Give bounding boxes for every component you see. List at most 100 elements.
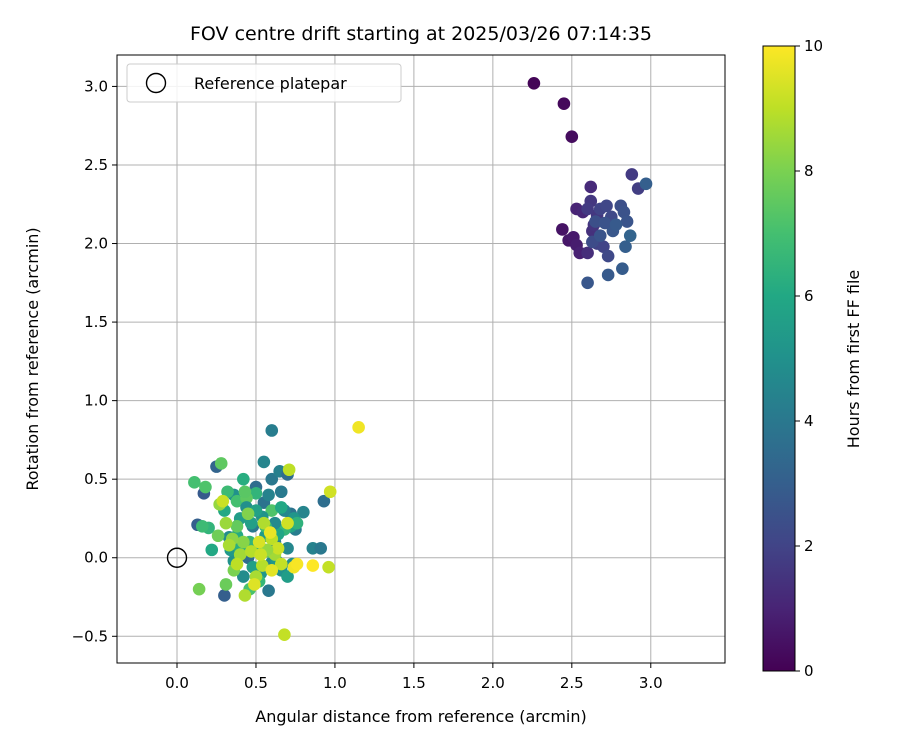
y-tick-label: −0.5 — [72, 627, 108, 645]
scatter-point — [619, 240, 632, 253]
scatter-point — [527, 76, 541, 90]
scatter-point — [581, 276, 594, 290]
scatter-point — [219, 578, 233, 591]
scatter-point — [216, 494, 230, 508]
scatter-point — [322, 560, 335, 574]
scatter-point — [265, 564, 279, 577]
scatter-point — [268, 516, 282, 530]
colorbar: 0 2 4 6 8 10 Hours from first FF file — [762, 37, 863, 680]
reference-layer — [166, 547, 188, 568]
scatter-point — [249, 487, 263, 500]
scatter-point — [290, 516, 304, 530]
colorbar-ticks: 0 2 4 6 8 10 — [795, 37, 823, 680]
scatter-point — [274, 501, 288, 514]
scatter-point — [195, 520, 209, 533]
scatter-point — [600, 199, 613, 213]
scatter-point — [271, 542, 285, 555]
scatter-point — [290, 557, 304, 571]
scatter-point — [230, 520, 244, 533]
scatter-point — [255, 559, 269, 572]
plot-frame — [116, 54, 726, 664]
scatter-point — [274, 557, 288, 571]
reference-platepar-marker — [166, 547, 188, 568]
scatter-point — [620, 215, 634, 228]
colorbar-tick-label: 10 — [804, 37, 823, 55]
x-axis-ticks: 0.0 0.5 1.0 1.5 2.0 2.5 3.0 — [165, 663, 663, 692]
grid — [117, 55, 725, 663]
scatter-point — [317, 494, 331, 508]
scatter-point — [597, 240, 610, 253]
scatter-point — [281, 542, 294, 555]
x-tick-label: 1.0 — [323, 674, 347, 692]
scatter-point — [625, 168, 639, 181]
scatter-point — [248, 578, 261, 591]
scatter-point — [584, 180, 598, 194]
x-tick-label: 2.5 — [560, 674, 584, 692]
scatter-point — [556, 223, 569, 236]
x-tick-label: 1.5 — [402, 674, 426, 692]
scatter-point — [352, 421, 365, 434]
x-tick-label: 2.0 — [481, 674, 505, 692]
scatter-point — [306, 559, 320, 572]
scatter-point — [244, 545, 258, 558]
scatter-point — [192, 582, 206, 596]
scatter-point — [241, 507, 255, 521]
scatter-point — [263, 526, 277, 539]
colorbar-tick-label: 0 — [804, 662, 814, 680]
y-axis-label: Rotation from reference (arcmin) — [23, 227, 42, 490]
scatter-point — [281, 516, 294, 530]
scatter-point — [218, 589, 231, 602]
y-tick-label: 1.5 — [84, 313, 108, 331]
scatter-point — [238, 589, 252, 602]
scatter-point — [274, 485, 288, 499]
scatter-point — [581, 202, 594, 216]
scatter-point — [237, 570, 250, 583]
colorbar-tick-label: 4 — [804, 412, 814, 430]
scatter-point — [262, 584, 275, 598]
scatter-point — [214, 457, 228, 470]
scatter-point — [616, 262, 629, 275]
scatter-point — [230, 494, 244, 508]
y-tick-label: 0.0 — [84, 549, 108, 567]
scatter-point — [222, 538, 236, 552]
x-tick-label: 0.0 — [165, 674, 189, 692]
scatter-points — [188, 76, 653, 642]
scatter-point — [323, 485, 337, 499]
scatter-point — [262, 488, 275, 502]
legend-marker-open-circle-icon — [145, 72, 167, 94]
scatter-point — [601, 249, 615, 263]
x-tick-label: 3.0 — [639, 674, 663, 692]
x-axis-label: Angular distance from reference (arcmin) — [255, 707, 586, 726]
chart-title: FOV centre drift starting at 2025/03/26 … — [190, 23, 652, 45]
y-tick-label: 2.5 — [84, 156, 108, 174]
scatter-point — [565, 130, 579, 143]
scatter-point — [237, 472, 250, 486]
scatter-point — [265, 424, 279, 437]
colorbar-label: Hours from first FF file — [844, 270, 863, 449]
scatter-point — [221, 485, 234, 499]
scatter-point — [609, 218, 623, 231]
scatter-point — [238, 485, 252, 499]
scatter-point — [265, 472, 279, 486]
y-tick-label: 0.5 — [84, 470, 108, 488]
x-tick-label: 0.5 — [244, 674, 268, 692]
scatter-point — [639, 177, 653, 191]
colorbar-tick-label: 6 — [804, 287, 814, 305]
scatter-point — [230, 557, 244, 571]
scatter-point — [297, 505, 310, 519]
scatter-point — [282, 463, 296, 477]
scatter-point — [188, 476, 201, 489]
scatter-point — [265, 504, 279, 517]
legend-box — [126, 63, 402, 103]
scatter-point — [257, 455, 271, 469]
scatter-point — [623, 229, 637, 242]
scatter-point — [589, 215, 602, 228]
y-axis-ticks: −0.5 0.0 0.5 1.0 1.5 2.0 2.5 3.0 — [72, 77, 117, 645]
scatter-point — [211, 529, 225, 543]
scatter-point — [252, 535, 266, 549]
scatter-point — [314, 542, 328, 555]
scatter-point — [254, 548, 268, 561]
y-tick-label: 3.0 — [84, 77, 108, 95]
colorbar-gradient — [762, 45, 796, 672]
